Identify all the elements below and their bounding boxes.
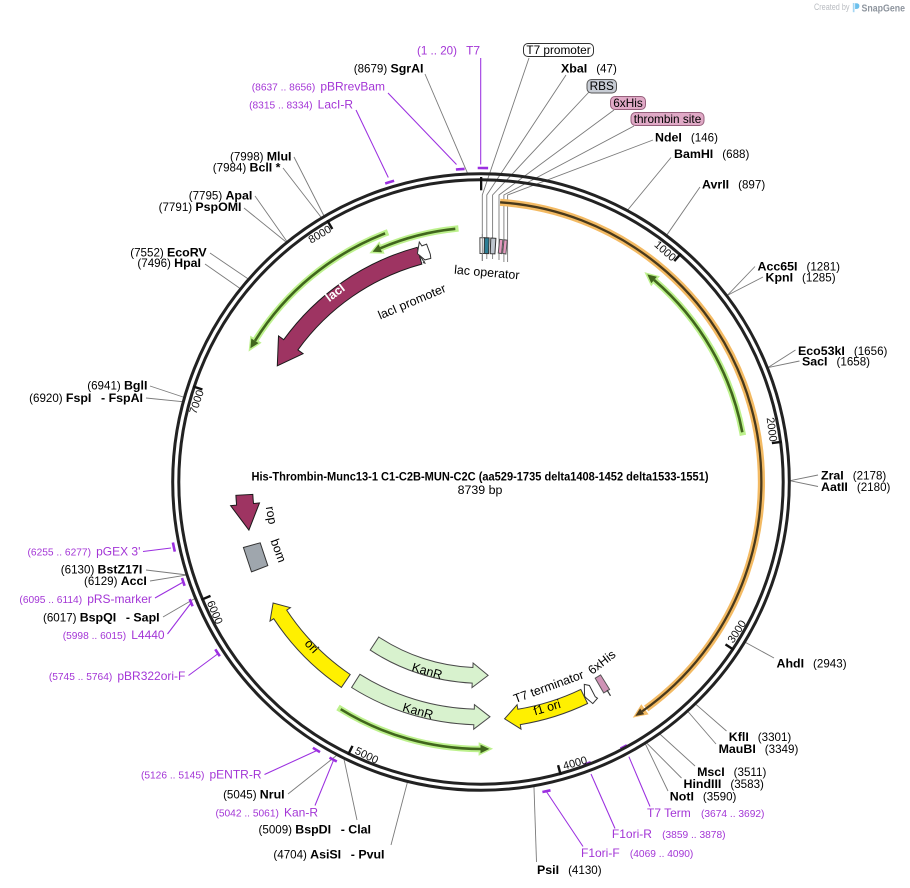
svg-text:(8637 .. 8656) pBRrevBam: (8637 .. 8656) pBRrevBam (252, 80, 385, 94)
svg-text:Eco53kI (1656): Eco53kI (1656) (798, 344, 888, 358)
svg-text:(7998) MluI: (7998) MluI (230, 150, 292, 164)
svg-text:F1ori-R (3859 .. 3878): F1ori-R (3859 .. 3878) (612, 827, 726, 841)
svg-text:NdeI (146): NdeI (146) (655, 131, 718, 145)
svg-text:(5009) BspDI - ClaI: (5009) BspDI - ClaI (259, 823, 371, 837)
svg-text:(8679) SgrAI: (8679) SgrAI (354, 62, 424, 76)
svg-text:(6130) BstZ17I: (6130) BstZ17I (61, 563, 143, 577)
svg-text:(6017) BspQI - SapI: (6017) BspQI - SapI (43, 611, 160, 625)
svg-text:(6920) FspI - FspAI: (6920) FspI - FspAI (29, 391, 143, 405)
svg-text:MauBI (3349): MauBI (3349) (719, 742, 799, 756)
svg-text:lac operator: lac operator (454, 263, 520, 283)
svg-text:RBS: RBS (590, 79, 614, 93)
svg-text:8739 bp: 8739 bp (458, 483, 503, 497)
svg-text:2000: 2000 (764, 417, 779, 443)
svg-text:KpnI (1285): KpnI (1285) (766, 270, 836, 284)
svg-text:SnapGene: SnapGene (862, 3, 906, 14)
svg-text:AvrII (897): AvrII (897) (702, 178, 765, 192)
svg-text:HindIII (3583): HindIII (3583) (684, 777, 765, 791)
svg-text:(5042 .. 5061) Kan-R: (5042 .. 5061) Kan-R (215, 806, 318, 820)
svg-text:(1 .. 20) T7: (1 .. 20) T7 (417, 44, 480, 58)
svg-text:(7496) HpaI: (7496) HpaI (137, 256, 201, 270)
svg-text:(7552) EcoRV: (7552) EcoRV (130, 246, 207, 260)
svg-text:(5045) NruI: (5045) NruI (223, 788, 285, 802)
svg-text:(6095 .. 6114) pRS-marker: (6095 .. 6114) pRS-marker (19, 592, 151, 606)
svg-text:MscI (3511): MscI (3511) (697, 765, 766, 779)
svg-text:AhdI (2943): AhdI (2943) (777, 656, 847, 670)
svg-text:Acc65I (1281): Acc65I (1281) (758, 260, 841, 274)
svg-text:(8315 .. 8334) LacI-R: (8315 .. 8334) LacI-R (249, 98, 353, 112)
svg-text:His-Thrombin-Munc13-1 C1-C2B-M: His-Thrombin-Munc13-1 C1-C2B-MUN-C2C (aa… (252, 471, 709, 484)
svg-text:XbaI (47): XbaI (47) (561, 62, 617, 76)
svg-text:(5745 .. 5764) pBR322ori-F: (5745 .. 5764) pBR322ori-F (49, 669, 186, 683)
svg-text:(4704) AsiSI - PvuI: (4704) AsiSI - PvuI (273, 848, 384, 862)
svg-text:SacI (1658): SacI (1658) (802, 354, 870, 368)
svg-text:T7 Term (3674 .. 3692): T7 Term (3674 .. 3692) (647, 806, 764, 820)
svg-text:(7984) BclI *: (7984) BclI * (213, 161, 281, 175)
svg-text:(6941) BglI: (6941) BglI (87, 379, 147, 393)
svg-text:(5126 .. 5145) pENTR-R: (5126 .. 5145) pENTR-R (141, 768, 262, 782)
svg-text:6xHis: 6xHis (613, 96, 643, 110)
svg-text:KflI (3301): KflI (3301) (729, 730, 792, 744)
svg-text:NotI (3590): NotI (3590) (670, 789, 737, 803)
svg-text:thrombin site: thrombin site (634, 112, 702, 126)
svg-text:(7795) ApaI: (7795) ApaI (189, 189, 253, 203)
svg-text:rop: rop (263, 505, 280, 525)
svg-text:(5998 .. 6015) L4440: (5998 .. 6015) L4440 (63, 628, 165, 642)
svg-text:PsiI (4130): PsiI (4130) (537, 863, 602, 877)
svg-text:AatII (2180): AatII (2180) (821, 480, 891, 494)
svg-text:BamHI (688): BamHI (688) (674, 147, 749, 161)
svg-text:ZraI (2178): ZraI (2178) (821, 469, 886, 483)
svg-text:(6255 .. 6277) pGEX 3': (6255 .. 6277) pGEX 3' (28, 545, 141, 559)
svg-text:(6129) AccI: (6129) AccI (84, 574, 147, 588)
svg-text:F1ori-F (4069 .. 4090): F1ori-F (4069 .. 4090) (581, 846, 693, 860)
svg-text:Created by: Created by (814, 2, 850, 12)
svg-text:(7791) PspOMI: (7791) PspOMI (159, 200, 242, 214)
svg-text:T7 promoter: T7 promoter (526, 43, 590, 57)
